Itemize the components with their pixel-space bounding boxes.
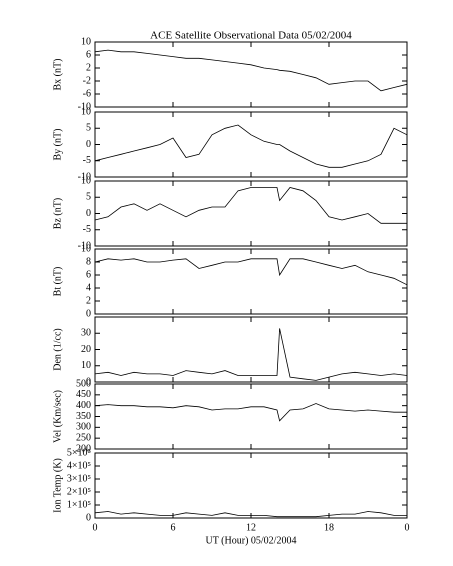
y-tick-label: 5×10⁵ [67,447,91,458]
y-tick-label: 6 [86,269,91,280]
y-tick-label: 400 [76,400,91,411]
y-tick-label: 0 [86,512,91,523]
y-tick-label: 5 [86,192,91,203]
panel-frame [94,111,408,178]
data-line [94,328,408,381]
y-tick-label: 450 [76,389,91,400]
y-tick-label: -10 [78,240,91,251]
y-tick-label: -2 [83,75,91,86]
x-axis-label: UT (Hour) 05/02/2004 [206,535,297,546]
panel-frame [94,41,408,108]
y-tick-label: -10 [78,171,91,182]
y-tick-label: 2 [86,295,91,306]
data-line [94,403,407,422]
y-tick-label: 6 [86,49,91,60]
y-axis-label: Bx (nT) [52,59,63,91]
y-tick-label: -5 [83,224,91,235]
y-axis-label: Ion Temp (K) [52,458,63,513]
x-tick-label: 0 [93,522,98,533]
y-tick-label: 10 [81,243,91,254]
data-line [94,258,408,286]
data-line [94,187,407,224]
y-tick-label: 3×10⁵ [67,473,91,484]
data-line [94,511,407,518]
y-tick-label: -5 [83,155,91,166]
y-tick-label: 200 [76,443,91,454]
panel-frame [94,316,408,383]
y-axis-label: Vel (Km/sec) [52,390,63,443]
y-tick-label: 10 [81,36,91,47]
y-tick-label: -6 [83,88,91,99]
x-tick-label: 0 [405,522,410,533]
panel-frame [94,383,408,450]
y-axis-label: By (nT) [52,129,63,161]
chart-title: ACE Satellite Observational Data 05/02/2… [150,30,352,42]
y-axis-label: Den (1/cc) [52,328,63,370]
y-tick-label: 5 [86,123,91,134]
y-axis-label: Bz (nT) [52,198,63,229]
x-tick-label: 12 [246,522,256,533]
y-tick-label: 300 [76,422,91,433]
y-tick-label: 0 [86,376,91,387]
y-tick-label: 250 [76,432,91,443]
y-tick-label: 2 [86,62,91,73]
panel-frame [94,180,408,247]
y-tick-label: 500 [76,378,91,389]
y-tick-label: 10 [81,175,91,186]
y-tick-label: 20 [81,344,91,355]
y-tick-label: 4 [86,282,91,293]
y-axis-label: Bt (nT) [52,267,63,297]
y-tick-label: 10 [81,106,91,117]
x-tick-label: 6 [171,522,176,533]
x-tick-label: 18 [324,522,334,533]
panel-frame [94,452,408,519]
y-tick-label: 8 [86,256,91,267]
y-tick-label: 350 [76,411,91,422]
y-tick-label: 10 [81,360,91,371]
y-tick-label: 30 [81,328,91,339]
y-tick-label: 2×10⁵ [67,486,91,497]
y-tick-label: 4×10⁵ [67,460,91,471]
y-tick-label: -10 [78,101,91,112]
y-tick-label: 0 [86,308,91,319]
data-line [94,49,408,92]
data-line [94,124,408,168]
y-tick-label: 1×10⁵ [67,499,91,510]
y-tick-label: 0 [86,139,91,150]
y-tick-label: 0 [86,208,91,219]
